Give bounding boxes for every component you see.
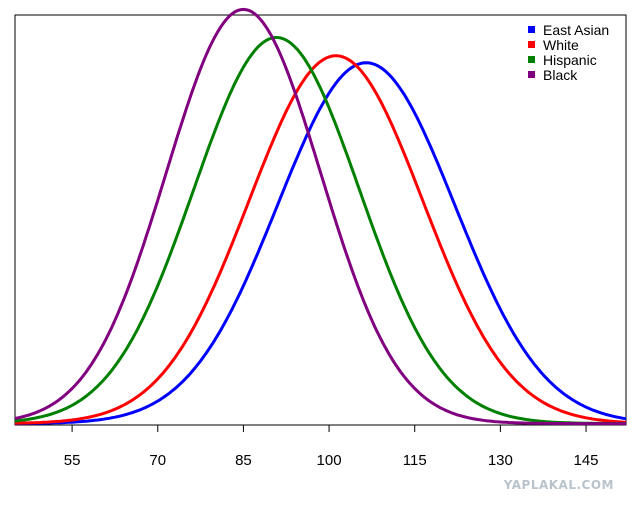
series-curves bbox=[14, 7, 627, 426]
x-axis: 55 70 85 100 115 130 145 bbox=[64, 425, 599, 469]
series-line-black bbox=[14, 7, 626, 426]
x-tick-label: 70 bbox=[149, 452, 166, 469]
series-line-hispanic bbox=[14, 36, 626, 425]
x-tick-label: 85 bbox=[235, 452, 252, 469]
legend-label: White bbox=[543, 37, 579, 53]
plot-frame bbox=[14, 14, 627, 426]
legend-swatch bbox=[528, 41, 535, 48]
x-tick-label: 100 bbox=[317, 452, 342, 469]
legend-swatch bbox=[528, 56, 535, 63]
x-tick-label: 115 bbox=[403, 452, 427, 469]
legend-swatch bbox=[528, 26, 535, 33]
legend-label: Hispanic bbox=[543, 52, 597, 68]
watermark-text: YAPLAKAL.COM bbox=[503, 478, 614, 492]
x-tick-label: 55 bbox=[64, 452, 81, 469]
series-line-east-asian bbox=[14, 61, 627, 425]
x-tick-label: 145 bbox=[574, 452, 599, 469]
legend-swatch bbox=[528, 71, 535, 78]
series-line-white bbox=[14, 54, 627, 425]
legend-label: Black bbox=[543, 67, 578, 83]
x-tick-label: 130 bbox=[488, 452, 513, 469]
legend-label: East Asian bbox=[543, 22, 609, 38]
